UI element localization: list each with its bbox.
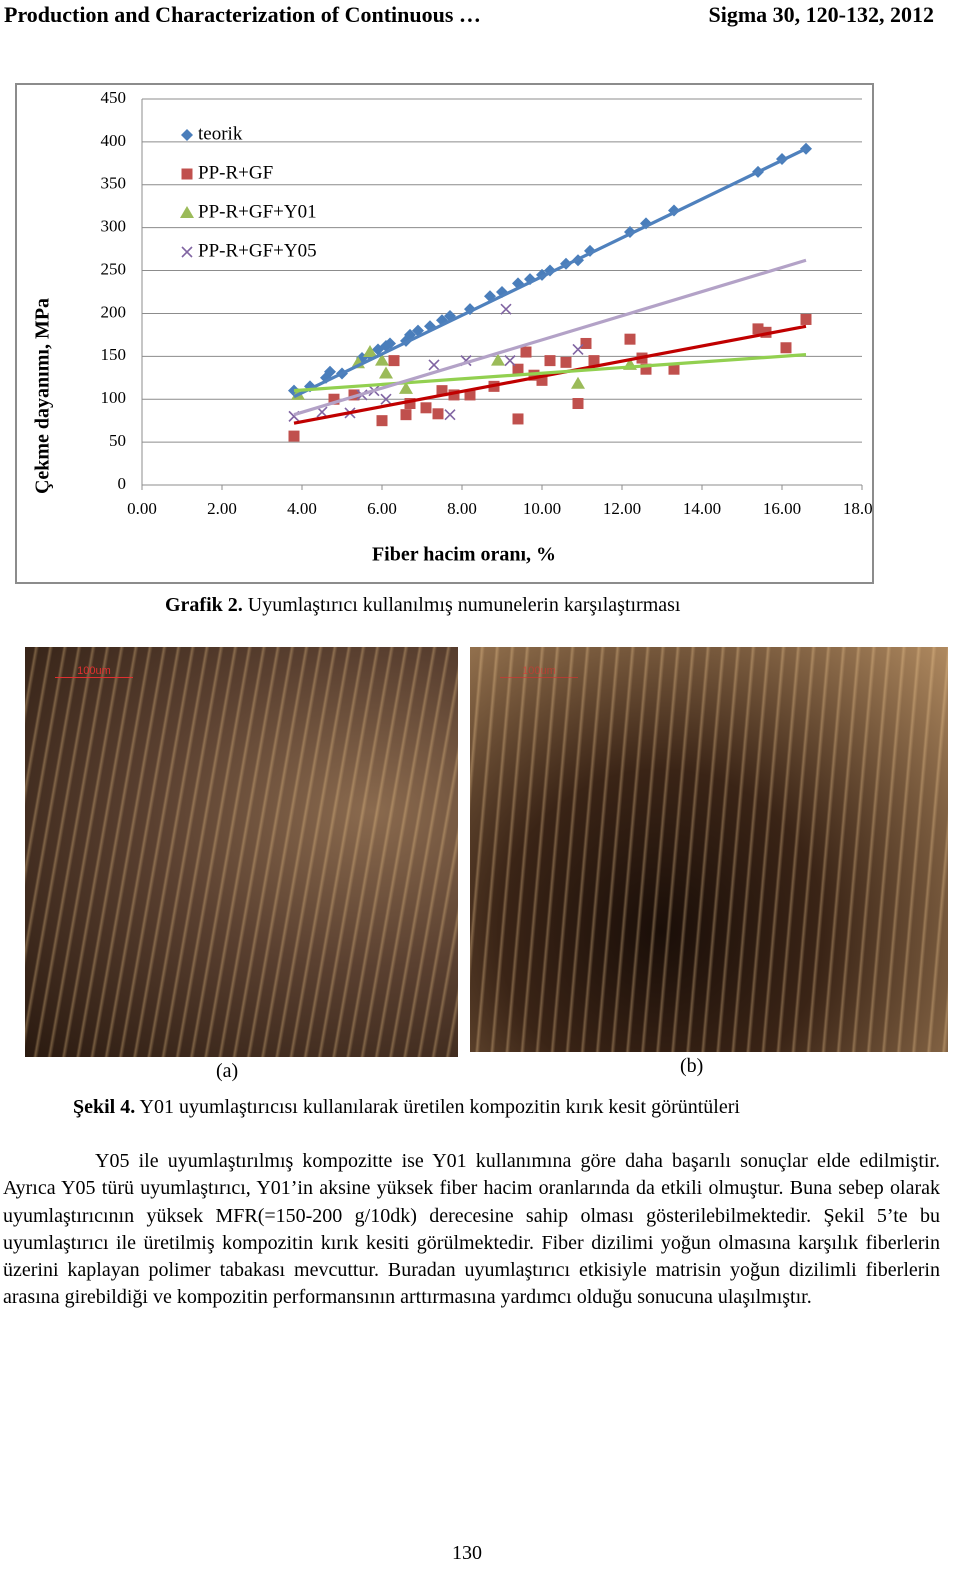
y-tick-label: 200 — [101, 302, 127, 321]
subfigure-label: (a) — [216, 1060, 239, 1082]
legend-label: PP-R+GF+Y01 — [198, 201, 317, 222]
caption-label: Grafik 2. — [165, 594, 243, 616]
point — [580, 337, 592, 349]
trend-line — [293, 147, 807, 399]
y-tick-label: 100 — [101, 388, 127, 407]
legend-marker — [181, 129, 193, 141]
y-tick-label: 250 — [101, 259, 127, 278]
x-tick-label: 2.00 — [207, 499, 237, 518]
point — [588, 355, 600, 367]
trend-line — [293, 258, 807, 417]
micrograph: 100um — [25, 647, 458, 1057]
point — [500, 303, 512, 315]
subfigure-label: (b) — [680, 1055, 704, 1077]
point — [560, 356, 572, 368]
journal-ref: Sigma 30, 120-132, 2012 — [708, 2, 935, 27]
y-tick-label: 400 — [101, 131, 127, 150]
point — [668, 363, 680, 375]
point — [376, 415, 388, 427]
y-tick-label: 350 — [101, 174, 127, 193]
point — [571, 376, 585, 389]
caption-text: Y01 uyumlaştırıcısı kullanılarak üretile… — [139, 1096, 740, 1118]
micrograph: 100um — [470, 647, 948, 1052]
x-tick-label: 10.00 — [523, 499, 561, 518]
point — [448, 389, 460, 401]
scale-bar: 100um — [500, 665, 578, 678]
point — [464, 389, 476, 401]
y-tick-label: 50 — [109, 431, 126, 450]
point — [512, 363, 524, 375]
trend-line — [293, 353, 807, 393]
point — [572, 398, 584, 410]
point — [491, 353, 505, 366]
point — [572, 343, 584, 356]
x-tick-label: 4.00 — [287, 499, 317, 518]
legend-marker — [181, 246, 193, 258]
caption-label: Şekil 4. — [73, 1096, 136, 1118]
page-number: 130 — [452, 1542, 482, 1564]
chart: Çekme dayanımı, MPa Fiber hacim oranı, %… — [32, 88, 882, 566]
point — [420, 402, 432, 414]
point — [780, 342, 792, 354]
point — [512, 413, 524, 425]
point — [436, 385, 448, 397]
y-tick-label: 0 — [118, 474, 127, 493]
point — [428, 359, 440, 371]
body-paragraph: Y05 ile uyumlaştırılmış kompozitte ise Y… — [3, 1150, 940, 1309]
x-axis-label: Fiber hacim oranı, % — [372, 544, 556, 566]
x-tick-label: 14.00 — [683, 499, 721, 518]
x-tick-label: 0.00 — [127, 499, 157, 518]
legend-label: teorik — [198, 123, 243, 144]
point — [400, 409, 412, 421]
point — [404, 398, 416, 410]
scale-bar: 100um — [55, 665, 133, 678]
point — [520, 346, 532, 358]
point — [752, 323, 764, 335]
point — [512, 277, 524, 290]
figure-caption: Şekil 4. Y01 uyumlaştırıcısı kullanılara… — [73, 1096, 740, 1119]
point — [399, 381, 413, 394]
chart-caption: Grafik 2. Uyumlaştırıcı kullanılmış numu… — [165, 594, 681, 617]
caption-text: Uyumlaştırıcı kullanılmış numunelerin ka… — [247, 594, 681, 616]
point — [380, 393, 392, 405]
y-axis-label: Çekme dayanımı, MPa — [32, 298, 54, 494]
point — [432, 408, 444, 420]
point — [363, 345, 377, 358]
point — [288, 430, 300, 442]
legend-label: PP-R+GF — [198, 162, 273, 183]
point — [379, 366, 393, 379]
y-tick-label: 450 — [101, 88, 127, 107]
x-tick-label: 16.00 — [763, 499, 801, 518]
legend-marker — [180, 206, 194, 218]
point — [536, 374, 548, 386]
point — [388, 355, 400, 367]
point — [384, 337, 396, 350]
point — [444, 409, 456, 421]
x-tick-label: 12.00 — [603, 499, 641, 518]
y-tick-label: 300 — [101, 217, 127, 236]
y-tick-label: 150 — [101, 345, 127, 364]
point — [624, 333, 636, 345]
point — [375, 353, 389, 366]
point — [504, 355, 516, 367]
point — [324, 365, 336, 378]
chart-frame: Çekme dayanımı, MPa Fiber hacim oranı, %… — [15, 83, 882, 584]
point — [544, 355, 556, 367]
point — [640, 363, 652, 375]
x-tick-label: 6.00 — [367, 499, 397, 518]
running-title: Production and Characterization of Conti… — [4, 2, 481, 27]
x-tick-label: 8.00 — [447, 499, 477, 518]
point — [800, 313, 812, 325]
point — [328, 393, 340, 405]
x-tick-label: 18.00 — [843, 499, 872, 518]
legend-label: PP-R+GF+Y05 — [198, 240, 317, 261]
legend-marker — [181, 168, 193, 180]
trend-line — [293, 324, 807, 425]
